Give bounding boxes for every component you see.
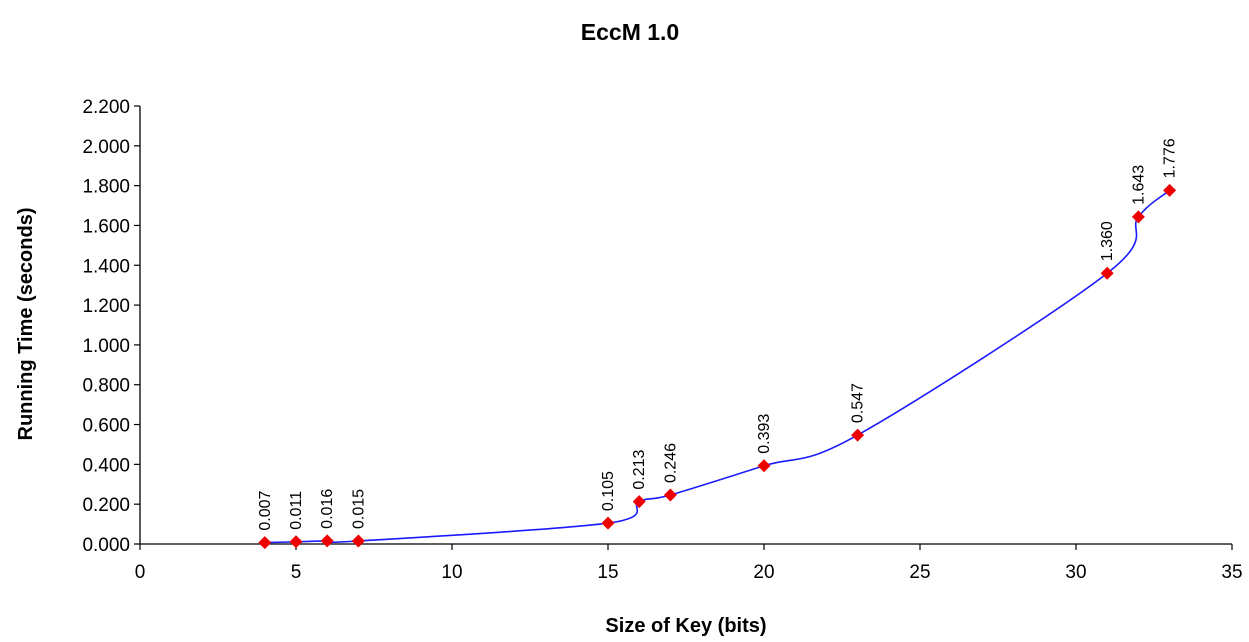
data-label: 0.016 <box>319 489 336 529</box>
data-label: 1.643 <box>1130 165 1147 205</box>
data-label: 1.360 <box>1099 221 1116 261</box>
data-label: 0.393 <box>756 414 773 454</box>
data-label: 0.011 <box>288 491 305 530</box>
data-point-marker <box>1100 266 1114 280</box>
y-tick-label: 0.400 <box>82 455 130 476</box>
data-point-marker <box>632 495 646 509</box>
y-tick-label: 1.400 <box>82 256 130 277</box>
y-tick-label: 0.600 <box>82 416 130 437</box>
y-tick-label: 1.200 <box>82 296 130 317</box>
x-axis-ticks: 0 5 10 15 20 25 30 35 <box>135 544 1243 583</box>
x-tick-label: 35 <box>1221 562 1242 583</box>
data-markers <box>258 183 1177 550</box>
x-tick-label: 10 <box>441 562 462 583</box>
data-label: 0.547 <box>850 383 867 423</box>
data-point-marker <box>851 428 865 442</box>
series-line <box>264 189 1171 544</box>
data-point-marker <box>1163 183 1177 197</box>
y-tick-label: 0.200 <box>82 495 130 516</box>
axes <box>139 106 1232 545</box>
x-tick-label: 15 <box>597 562 618 583</box>
y-tick-label: 1.800 <box>82 177 130 198</box>
data-point-marker <box>258 536 272 550</box>
data-label: 0.015 <box>350 489 367 529</box>
y-tick-label: 0.000 <box>82 535 130 556</box>
y-tick-label: 1.600 <box>82 216 130 237</box>
x-tick-label: 0 <box>135 562 146 583</box>
data-point-marker <box>757 459 771 473</box>
data-point-marker <box>1131 210 1145 224</box>
data-labels: 0.007 0.011 0.016 0.015 0.105 0.213 0.246 0.393… <box>257 138 1179 530</box>
data-label: 0.007 <box>257 490 274 530</box>
x-axis-title: Size of Key (bits) <box>605 615 766 637</box>
data-point-marker <box>320 534 334 548</box>
x-tick-label: 30 <box>1065 562 1086 583</box>
data-point-marker <box>289 535 303 549</box>
x-tick-label: 20 <box>753 562 774 583</box>
data-label: 0.105 <box>600 471 617 511</box>
chart-title: EccM 1.0 <box>581 19 679 45</box>
y-tick-label: 2.000 <box>82 137 130 158</box>
y-tick-label: 1.000 <box>82 336 130 357</box>
x-tick-label: 25 <box>909 562 930 583</box>
data-label: 1.776 <box>1162 138 1179 178</box>
y-axis-title: Running Time (seconds) <box>15 208 37 441</box>
y-tick-label: 0.800 <box>82 376 130 397</box>
data-label: 0.246 <box>662 443 679 483</box>
x-tick-label: 5 <box>291 562 302 583</box>
data-point-marker <box>601 516 615 530</box>
y-axis-ticks: 0.000 0.200 0.400 0.600 0.800 1.000 1.200 1.400… <box>82 97 140 556</box>
data-label: 0.213 <box>631 449 648 489</box>
data-point-marker <box>663 488 677 502</box>
data-point-marker <box>351 534 365 548</box>
y-tick-label: 2.200 <box>82 97 130 118</box>
